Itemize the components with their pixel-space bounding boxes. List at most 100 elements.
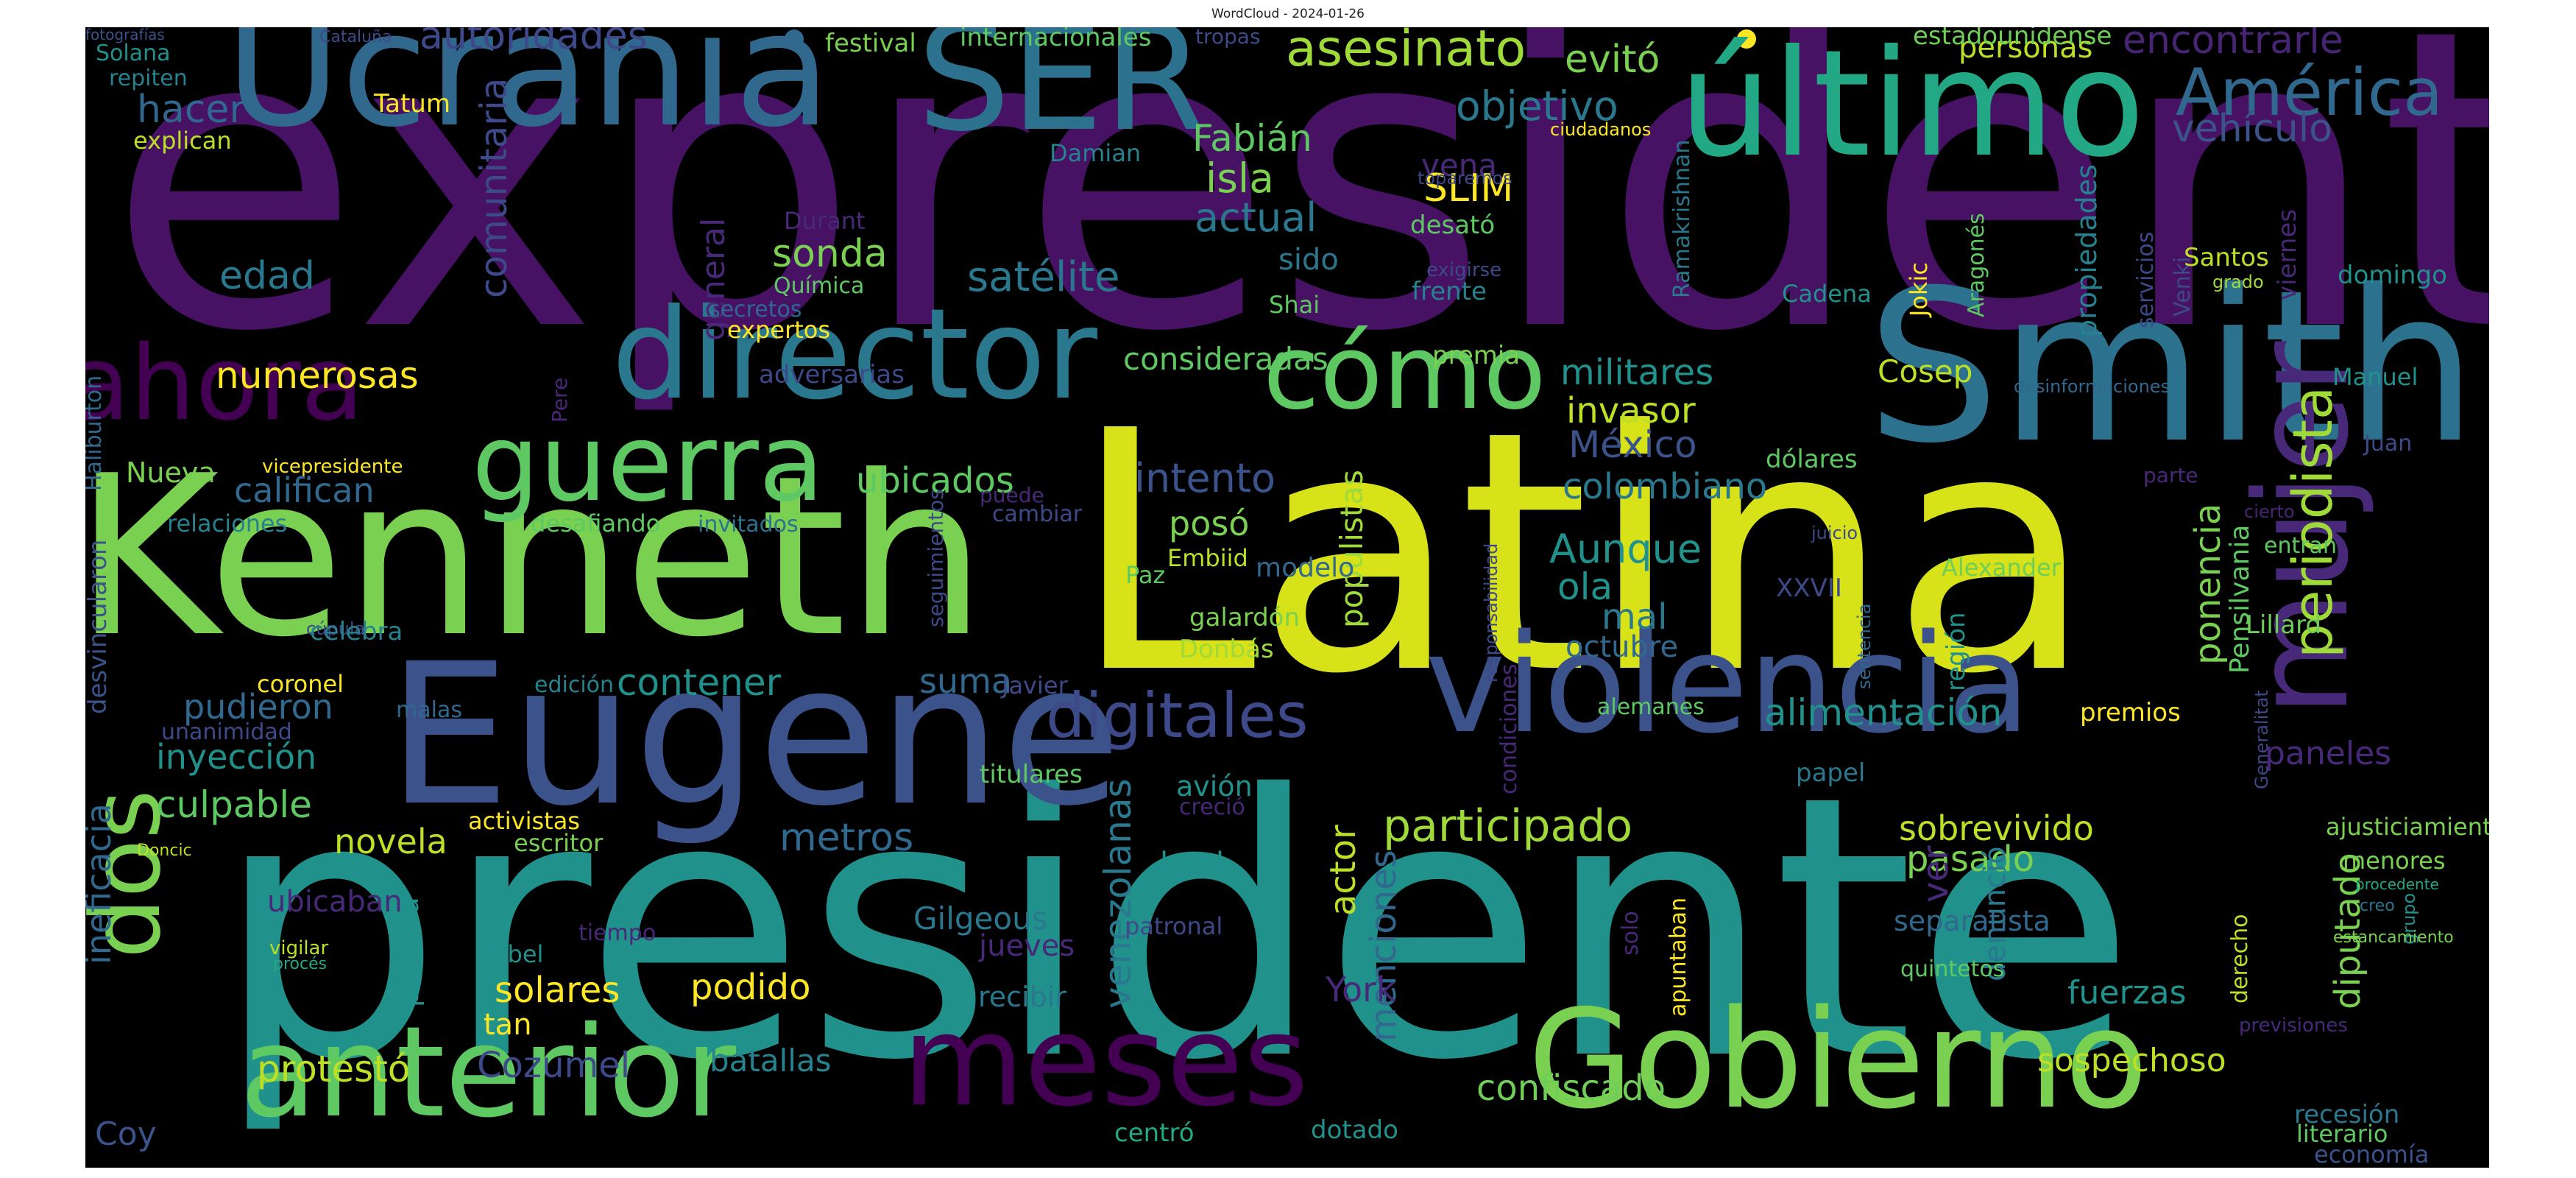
word-cloud-word: Gobierno	[1528, 980, 2148, 1139]
word-cloud-word: confiscado	[1476, 1068, 1666, 1109]
word-cloud-word: desvincularon	[85, 539, 113, 715]
word-cloud-word: autoridades	[420, 27, 648, 58]
word-cloud-word: pudieron	[183, 687, 333, 727]
word-cloud-word: octubre	[1565, 630, 1679, 664]
word-cloud-word: paneles	[2265, 735, 2392, 772]
word-cloud-word: ver	[1915, 845, 1956, 903]
word-cloud-word: Cataluña	[319, 28, 392, 46]
word-cloud-word: contener	[617, 661, 782, 704]
word-cloud-word: edad	[219, 254, 315, 298]
word-cloud-word: Tatum	[374, 89, 450, 119]
word-cloud-word: recibir	[978, 981, 1066, 1013]
word-cloud-word: Santos	[2184, 243, 2269, 272]
word-cloud-word: Paz	[1125, 561, 1166, 589]
word-cloud-word: Fabián	[1192, 117, 1312, 160]
word-cloud-word: internacionales	[960, 27, 1152, 52]
word-cloud-word: encontrarle	[2123, 27, 2343, 63]
word-cloud-word: previsiones	[2239, 1015, 2348, 1037]
word-cloud-word: objetivo	[1456, 82, 1618, 130]
word-cloud-word: participado	[1383, 800, 1633, 852]
word-cloud-word: repiten	[109, 66, 188, 91]
word-cloud-word: presidente	[214, 719, 2137, 1139]
word-cloud-word: seguimientos	[924, 488, 948, 627]
word-cloud-word: escritor	[514, 829, 604, 857]
word-cloud-word: culpable	[156, 783, 312, 826]
word-cloud-word: asesinato	[1286, 27, 1526, 78]
word-cloud-word: SLIM	[1423, 166, 1514, 211]
word-cloud-word: posó	[1169, 504, 1250, 543]
word-cloud-word: servicios	[2133, 231, 2159, 328]
word-cloud-word: tiempo	[578, 920, 657, 946]
word-cloud-word: unanimidad	[161, 719, 292, 745]
word-cloud-word: actual	[1195, 194, 1317, 241]
word-cloud-word: cambiar	[992, 501, 1083, 527]
word-cloud-word: apuntaban	[1666, 897, 1691, 1017]
word-cloud-word: Shai	[1269, 291, 1320, 319]
word-cloud-word: vigilar	[269, 937, 329, 959]
word-cloud-word: Kenneth	[85, 428, 986, 685]
word-cloud-word: ineficacia	[85, 803, 118, 964]
word-cloud-word: galardón	[1189, 603, 1301, 632]
word-cloud-word: entran	[2264, 533, 2337, 559]
word-cloud-word: exigirse	[1426, 259, 1502, 281]
word-cloud-word: estancamiento	[2333, 928, 2454, 947]
word-cloud-word: venezolanas	[1097, 777, 1139, 1009]
word-cloud-word: hacer	[137, 88, 245, 132]
word-cloud-word: ciudadanos	[1550, 119, 1652, 140]
word-cloud-word: cierto	[2244, 501, 2295, 522]
word-cloud-word: XXVII	[1776, 574, 1842, 603]
word-cloud-word: sido	[1278, 243, 1339, 277]
word-cloud-word: adversarias	[759, 360, 905, 389]
word-cloud-word: Cozumel	[477, 1045, 631, 1086]
word-cloud-word: edición	[534, 672, 615, 698]
word-cloud-word: puede	[980, 483, 1044, 507]
word-cloud-word: alemanes	[1597, 694, 1705, 720]
word-cloud-word: Eugene	[387, 622, 1122, 849]
word-cloud-word: ajusticiamiento	[2326, 813, 2489, 841]
word-cloud-word: personas	[1958, 31, 2093, 65]
word-cloud-word: jueves	[979, 929, 1075, 963]
word-cloud-word: titulares	[980, 760, 1083, 789]
word-cloud-word: Cosep	[1878, 353, 1973, 389]
word-cloud-word: explican	[133, 127, 232, 155]
word-cloud-word: premios	[2080, 698, 2181, 727]
word-cloud-word: creo	[2360, 897, 2395, 915]
word-cloud-word: inyección	[156, 737, 317, 777]
word-cloud-word: Haliburton	[85, 375, 107, 491]
word-cloud-word: metros	[779, 816, 914, 860]
word-cloud-word: solares	[495, 970, 620, 1011]
word-cloud-word: Durant	[784, 207, 866, 235]
word-cloud-word: expertos	[727, 316, 831, 344]
word-cloud-word: cómo	[1263, 313, 1546, 433]
word-cloud-word: Alexander	[1942, 554, 2061, 582]
word-cloud-word: Química	[774, 273, 865, 299]
word-cloud-word: podido	[690, 967, 811, 1008]
word-cloud-word: Pere	[548, 377, 572, 423]
word-cloud-word: colombiano	[1563, 466, 1768, 507]
word-cloud-word: Juan	[2364, 431, 2413, 456]
word-cloud-word: general	[695, 218, 732, 342]
word-cloud-word: evitó	[1565, 38, 1660, 82]
word-cloud-word: sonda	[772, 232, 888, 276]
word-cloud-word: viernes	[2273, 208, 2302, 300]
word-cloud-word: Latina	[1072, 361, 2094, 747]
word-cloud-word: literario	[2296, 1120, 2388, 1148]
word-cloud-word: Solana	[96, 40, 171, 66]
word-cloud-word: desinformaciones	[2014, 376, 2170, 397]
word-cloud-word: policía	[1583, 909, 1609, 981]
word-cloud-word: pasado	[1906, 839, 2035, 880]
word-cloud-word: fotografías	[85, 27, 165, 43]
word-cloud-word: suma	[919, 661, 1013, 701]
word-cloud-word: Aragonés	[1964, 213, 1989, 317]
word-cloud-word: menciones	[1363, 849, 1404, 1042]
word-cloud-word: Nueva	[126, 456, 216, 489]
word-cloud-word: toparemos	[1418, 168, 1512, 188]
word-cloud-word: Cadena	[1782, 280, 1872, 308]
word-cloud-word: vena	[1421, 147, 1498, 183]
word-cloud-word: novela	[334, 822, 447, 861]
word-cloud-word: modelo	[1256, 553, 1355, 583]
word-cloud-word: premia	[1432, 341, 1521, 370]
word-cloud-word: desató	[1410, 211, 1496, 240]
word-cloud-word: satélite	[967, 253, 1120, 301]
